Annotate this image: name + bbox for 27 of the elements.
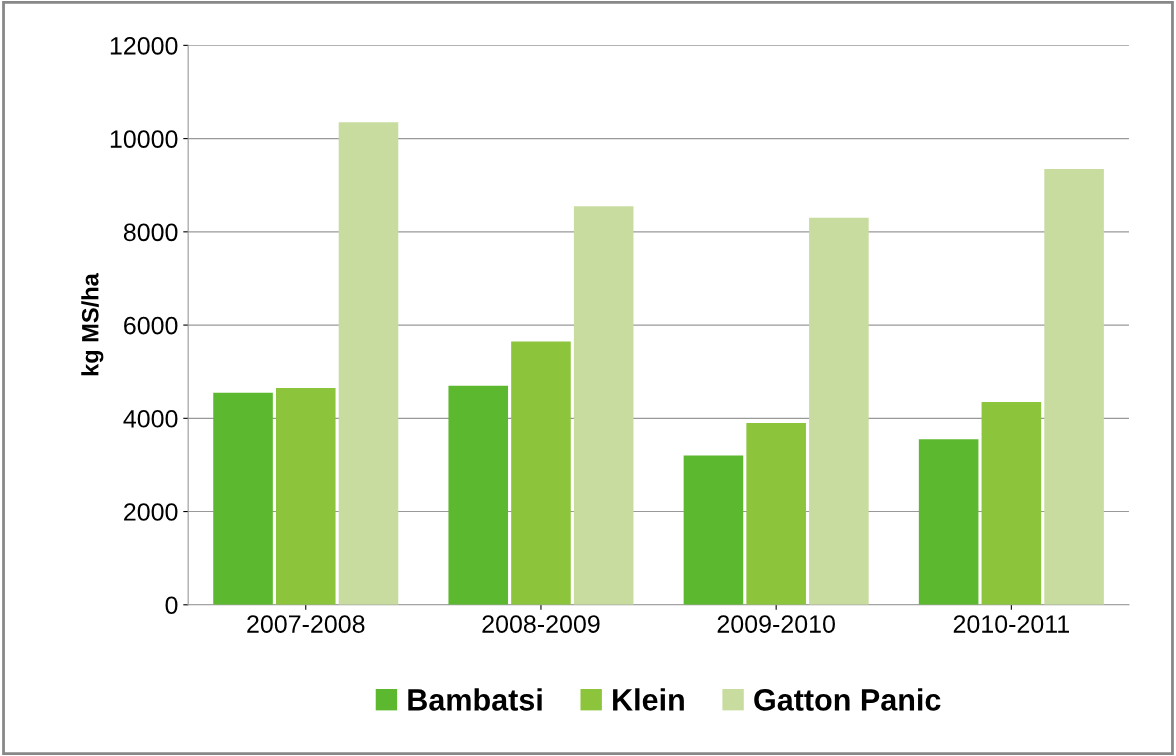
x-tick-label: 2009-2010: [717, 615, 835, 633]
legend-label: Klein: [613, 688, 684, 711]
bar: [338, 122, 399, 605]
x-tick-label: 2008-2009: [482, 615, 600, 633]
bar: [275, 388, 336, 605]
x-tick-label: 2010-2011: [953, 615, 1069, 633]
y-axis-title: kg MS/ha: [81, 273, 104, 376]
y-tick-label: 4000: [123, 409, 178, 428]
bar: [573, 206, 634, 605]
x-tick-label: 2007-2008: [247, 615, 365, 633]
y-tick-label: 8000: [123, 223, 178, 242]
y-tick-label: 10000: [110, 130, 178, 148]
y-tick-label: 12000: [110, 36, 178, 55]
bar: [448, 385, 509, 605]
bar: [981, 402, 1042, 605]
bar: [683, 455, 744, 605]
bar: [511, 341, 571, 605]
bar: [918, 439, 979, 605]
legend-label: Gatton Panic: [754, 688, 941, 711]
y-tick-label: 6000: [124, 316, 178, 335]
bar: [746, 422, 806, 605]
bar: [1044, 168, 1104, 605]
legend-label: Bambatsi: [408, 688, 542, 711]
bar: [809, 217, 869, 605]
bar: [213, 392, 273, 605]
y-tick-label: 0: [165, 596, 178, 615]
y-tick-label: 2000: [124, 503, 178, 521]
